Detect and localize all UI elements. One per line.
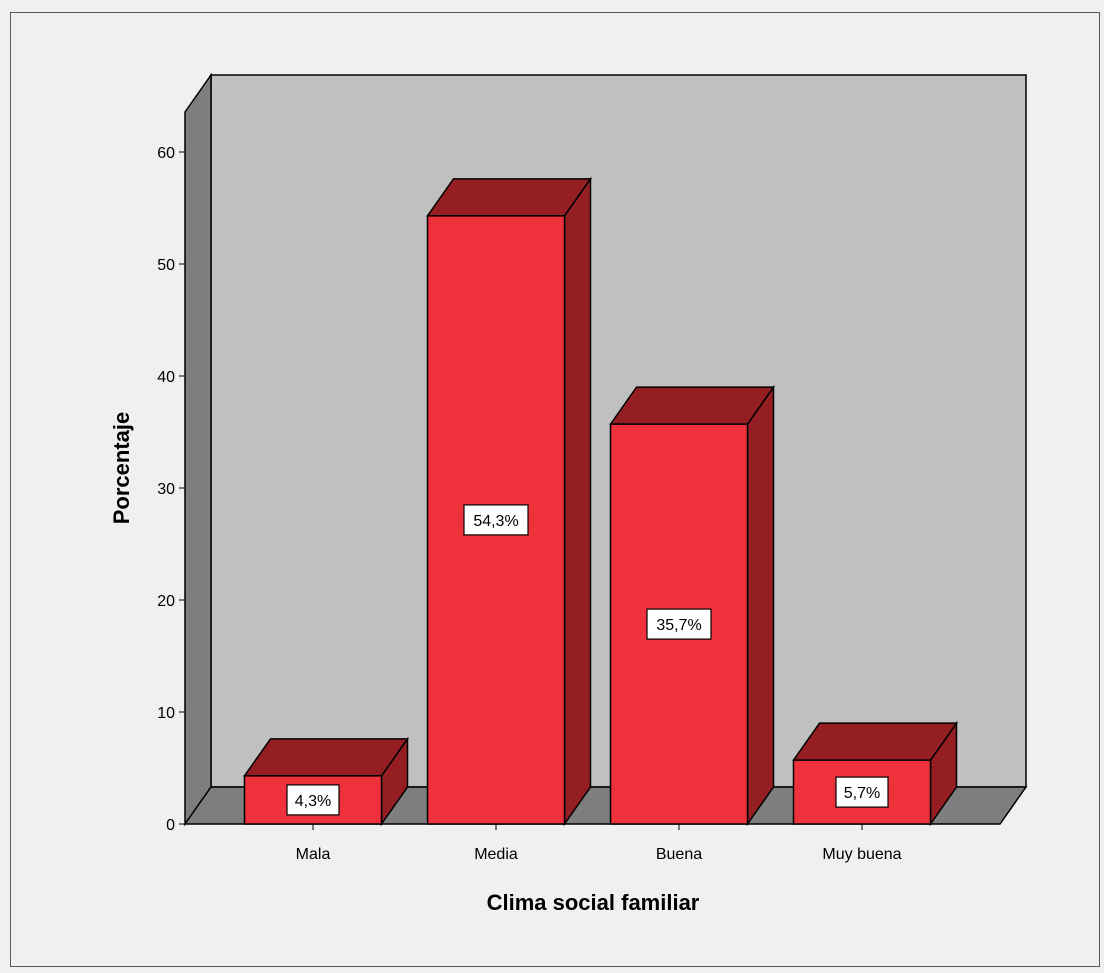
data-label-box	[286, 784, 340, 816]
x-tick-label: Muy buena	[822, 846, 901, 863]
chart-walls	[183, 72, 1028, 827]
x-tick-label: Buena	[656, 846, 702, 863]
y-tick-label: 0	[166, 817, 175, 834]
chart-frame: 0 10 20 30 40 50 60 4,3% 54,3% 35,7% 5,7% Mala Med…	[10, 12, 1100, 967]
bar-top	[609, 386, 775, 425]
x-axis: Mala Media Buena Muy buena	[296, 824, 902, 863]
data-label-box	[646, 608, 712, 640]
y-axis: 0 10 20 30 40 50 60	[157, 145, 186, 834]
y-tick-label: 30	[157, 481, 175, 498]
bar-top	[792, 722, 958, 761]
data-label-box	[463, 504, 529, 536]
y-tick-label: 60	[157, 145, 175, 162]
x-tick-label: Mala	[296, 846, 331, 863]
data-label: 4,3%	[295, 793, 331, 810]
bar-top	[243, 738, 409, 777]
bar-top	[426, 178, 592, 217]
bar-side	[563, 176, 592, 827]
bar-side	[746, 384, 775, 827]
y-tick-label: 20	[157, 593, 175, 610]
y-tick-label: 10	[157, 705, 175, 722]
data-label: 35,7%	[656, 617, 701, 634]
bar-mala: 4,3%	[243, 736, 409, 827]
bar-buena: 35,7%	[609, 384, 775, 827]
data-label: 5,7%	[844, 785, 880, 802]
y-axis-title: Porcentaje	[109, 412, 134, 525]
x-tick-label: Media	[474, 846, 518, 863]
y-tick-label: 40	[157, 369, 175, 386]
data-label-box	[835, 776, 889, 808]
side-wall	[184, 72, 212, 827]
x-axis-title: Clima social familiar	[487, 890, 700, 915]
bar-chart: 0 10 20 30 40 50 60 4,3% 54,3% 35,7% 5,7% Mala Med…	[109, 72, 1028, 915]
bar-muy-buena: 5,7%	[792, 720, 958, 827]
data-label: 54,3%	[473, 513, 518, 530]
bars: 4,3% 54,3% 35,7% 5,7%	[243, 176, 958, 827]
y-tick-label: 50	[157, 257, 175, 274]
bar-front	[792, 759, 932, 825]
bar-media: 54,3%	[426, 176, 592, 827]
